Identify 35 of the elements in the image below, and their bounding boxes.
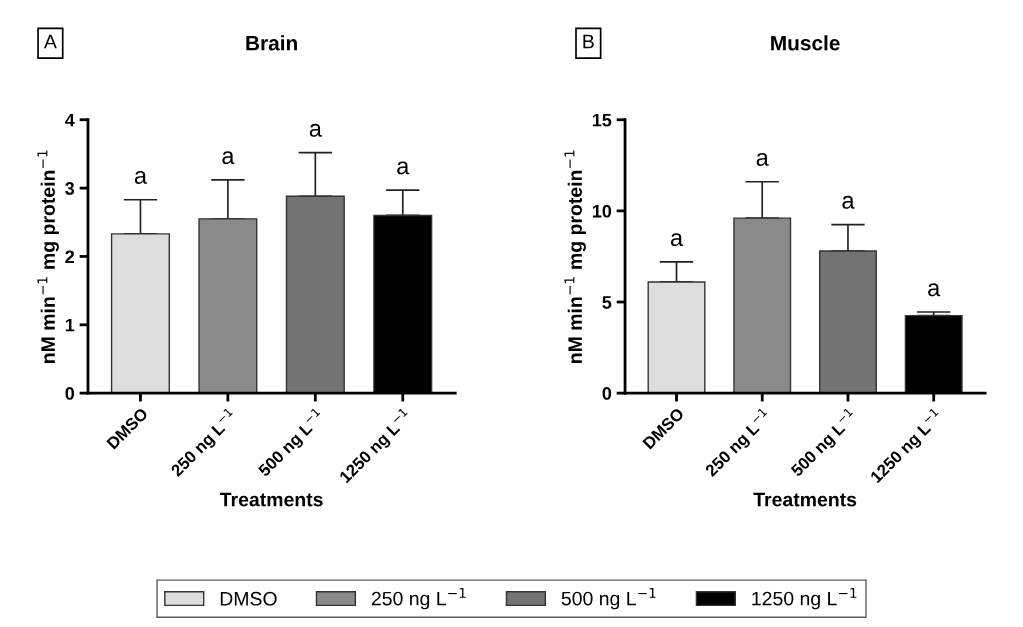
legend-label: 500 ng L$^{−1}$: [561, 587, 656, 610]
y-tick-label: 1: [65, 318, 75, 332]
text: A: [43, 34, 57, 49]
annotation: a: [309, 123, 322, 137]
y-tick-label: 3: [65, 182, 75, 195]
x-tick-label: 1250 ng L$^{−1}$: [336, 407, 415, 486]
x-tick-label: 250 ng L$^{−1}$: [702, 407, 775, 480]
text: B: [583, 34, 594, 49]
legend-label: 250 ng L$^{−1}$: [371, 587, 466, 610]
y-tick-label: 2: [65, 250, 75, 263]
annotation: a: [842, 195, 855, 209]
y-tick-label: 10: [592, 204, 612, 218]
chart-title: Brain: [246, 35, 297, 51]
chart-title: Muscle: [771, 35, 840, 51]
y-tick-label: 0: [602, 387, 612, 400]
legend-label: 1250 ng L$^{−1}$: [752, 587, 857, 610]
y-tick-label: 15: [592, 113, 612, 127]
annotation: a: [756, 153, 769, 166]
y-axis-title: nM min$^{−1}$ mg protein$^{−1}$: [37, 150, 59, 363]
y-tick-label: 0: [65, 387, 75, 400]
x-tick-label: 250 ng L$^{−1}$: [167, 407, 240, 480]
annotation: a: [928, 283, 941, 297]
x-tick-label: 500 ng L$^{−1}$: [787, 407, 860, 480]
x-axis-title: Treatments: [219, 492, 323, 507]
annotation: a: [397, 161, 410, 175]
y-tick-label: 5: [602, 296, 612, 309]
x-tick-label: 500 ng L$^{−1}$: [255, 407, 328, 480]
y-tick-label: 4: [65, 113, 75, 127]
x-axis-title: Treatments: [753, 492, 857, 507]
legend-label: DMSO: [220, 591, 277, 606]
x-tick-label: 1250 ng L$^{−1}$: [867, 407, 946, 486]
y-axis-title: nM min$^{−1}$ mg protein$^{−1}$: [564, 150, 586, 363]
annotation: a: [222, 151, 235, 165]
annotation: a: [134, 171, 148, 184]
annotation: a: [670, 233, 684, 247]
